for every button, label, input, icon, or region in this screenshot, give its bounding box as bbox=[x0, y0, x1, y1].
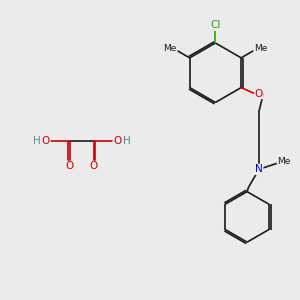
Text: Me: Me bbox=[254, 44, 267, 53]
Text: N: N bbox=[255, 164, 263, 174]
Text: Me: Me bbox=[164, 44, 177, 53]
Text: O: O bbox=[66, 161, 74, 171]
Text: O: O bbox=[42, 136, 50, 146]
Text: H: H bbox=[123, 136, 131, 146]
Text: O: O bbox=[113, 136, 122, 146]
Text: Cl: Cl bbox=[210, 20, 220, 30]
Text: O: O bbox=[89, 161, 98, 171]
Text: O: O bbox=[255, 88, 263, 98]
Text: Me: Me bbox=[278, 158, 291, 166]
Text: H: H bbox=[33, 136, 40, 146]
